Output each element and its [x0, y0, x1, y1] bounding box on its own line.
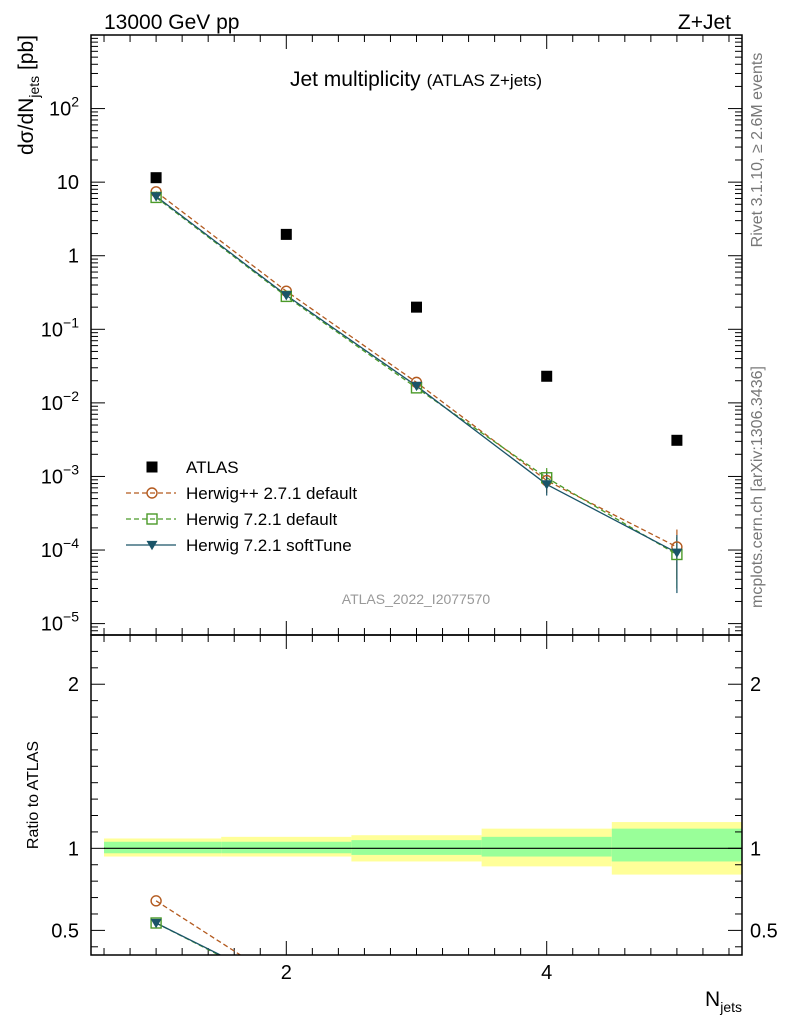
data-point-herwig-7-2-1-softtune: [150, 192, 162, 202]
ratio-y-tick-label-right: 0.5: [750, 920, 778, 942]
rivet-version-label: Rivet 3.1.10, ≥ 2.6M events: [749, 53, 766, 248]
legend-marker: [146, 540, 158, 551]
x-label-sub: jets: [719, 999, 742, 1015]
legend-label: Herwig 7.2.1 softTune: [186, 536, 352, 555]
y-tick-label: 10−4: [41, 535, 79, 562]
ratio-line-herwig-7-2-1-softtune: [155, 922, 222, 955]
ratio-axis-ticks: [91, 635, 742, 955]
main-plot-data: [150, 172, 683, 594]
legend-item-atlas: ATLAS: [146, 458, 239, 477]
x-label-base: N: [705, 988, 720, 1011]
data-point-atlas: [150, 172, 162, 184]
legend-label: ATLAS: [186, 458, 239, 477]
chart-subtitle: (ATLAS Z+jets): [427, 71, 542, 90]
legend-item-herwig-2-7-1-default: Herwig++ 2.7.1 default: [126, 484, 357, 503]
data-point-atlas: [280, 228, 292, 240]
y-tick-label: 10−3: [41, 461, 79, 488]
ratio-point-herwig-7-2-1-softtune: [150, 918, 162, 929]
y-label-base: dσ/dN: [15, 98, 38, 155]
chart-title-main: Jet multiplicity: [290, 68, 421, 91]
y-tick-label: 10−5: [41, 609, 79, 636]
data-point-atlas: [671, 434, 683, 446]
data-point-herwig-7-2-1-softtune: [280, 291, 292, 301]
data-point-atlas: [411, 301, 422, 313]
ratio-panel: 0.5 0.5 1 1 2 2 2 4 Ratio to ATLAS Njets: [25, 634, 778, 1015]
ratio-y-tick-label-right: 2: [750, 674, 761, 696]
ratio-plot-data: [150, 895, 242, 955]
ratio-plot-frame: [90, 634, 743, 956]
y-label-sub: jets: [26, 76, 42, 99]
main-y-tick-labels: 10−5 10−4 10−3 10−2 10−1 1 10 102: [41, 94, 79, 636]
energy-label: 13000 GeV pp: [104, 11, 239, 34]
mcplots-label: mcplots.cern.ch [arXiv:1306.3436]: [749, 366, 766, 608]
ratio-uncertainty-bands: [104, 822, 742, 875]
ratio-y-tick-label: 1: [68, 838, 79, 860]
legend-item-herwig-7-2-1-softtune: Herwig 7.2.1 softTune: [126, 536, 352, 555]
legend-marker: [146, 513, 158, 525]
y-tick-label: 10−2: [41, 388, 79, 415]
y-tick-label: 10−1: [41, 314, 79, 341]
data-point-herwig-7-2-1-softtune: [541, 480, 553, 490]
x-axis-label: Njets: [705, 988, 742, 1015]
ratio-band-inner: [351, 840, 482, 855]
y-tick-label: 102: [49, 94, 79, 121]
main-panel: 10−5 10−4 10−3 10−2 10−1 1 10 102 Jet multiplic…: [15, 34, 743, 636]
ratio-y-tick-label: 0.5: [51, 920, 79, 942]
ratio-point-herwig-2-7-1-default: [150, 895, 162, 907]
analysis-watermark: ATLAS_2022_I2077570: [342, 591, 491, 607]
y-label-unit: [pb]: [15, 35, 38, 76]
data-point-atlas: [541, 370, 553, 382]
main-axis-ticks: [91, 35, 742, 636]
ratio-y-tick-label: 2: [68, 674, 79, 696]
data-point-herwig-7-2-1-softtune: [411, 381, 422, 392]
ratio-band-inner: [221, 841, 352, 854]
legend-label: Herwig++ 2.7.1 default: [186, 484, 357, 503]
legend-marker: [146, 461, 158, 473]
ratio-y-tick-label-right: 1: [750, 838, 761, 860]
ratio-band-inner: [611, 828, 742, 862]
x-tick-label: 2: [281, 962, 292, 984]
y-tick-label: 1: [68, 246, 79, 268]
main-y-axis-label: dσ/dNjets [pb]: [15, 35, 42, 155]
data-point-herwig-7-2-1-softtune: [671, 548, 683, 558]
ratio-tick-labels: 0.5 0.5 1 1 2 2 2 4: [51, 674, 778, 984]
ratio-band-inner: [104, 841, 222, 854]
y-tick-label: 10: [57, 172, 79, 194]
process-label: Z+Jet: [678, 11, 731, 34]
ratio-line-herwig-2-7-1-default: [155, 900, 242, 955]
ratio-band-inner: [481, 836, 612, 857]
ratio-y-axis-label: Ratio to ATLAS: [25, 741, 42, 849]
legend-item-herwig-7-2-1-default: Herwig 7.2.1 default: [126, 510, 337, 529]
legend-marker: [146, 487, 158, 499]
x-tick-label: 4: [541, 962, 552, 984]
legend: ATLAS Herwig++ 2.7.1 default Herwig 7.2.1 …: [126, 458, 357, 555]
legend-label: Herwig 7.2.1 default: [186, 510, 337, 529]
chart-title: Jet multiplicity (ATLAS Z+jets): [290, 68, 542, 91]
